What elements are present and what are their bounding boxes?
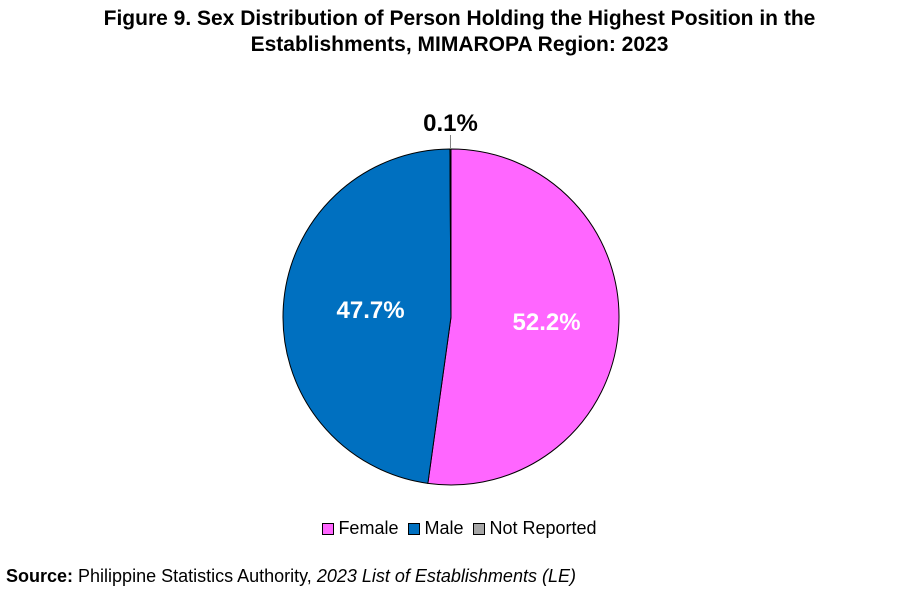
legend-swatch-not-reported <box>473 522 486 535</box>
legend-item-not-reported: Not Reported <box>473 518 597 539</box>
legend-item-female: Female <box>322 518 398 539</box>
legend: Female Male Not Reported <box>0 518 919 539</box>
legend-swatch-male <box>408 522 421 535</box>
pie-slice-female <box>427 148 620 486</box>
chart-title: Figure 9. Sex Distribution of Person Hol… <box>0 6 919 58</box>
data-label-not-reported: 0.1% <box>423 110 478 137</box>
legend-swatch-female <box>322 522 335 535</box>
source-label: Source: <box>6 566 74 586</box>
pie-slice-male <box>282 148 452 484</box>
source-text: Philippine Statistics Authority, <box>73 566 317 586</box>
source-title: 2023 List of Establishments (LE) <box>316 566 576 586</box>
chart-title-line-1: Figure 9. Sex Distribution of Person Hol… <box>103 7 816 30</box>
legend-label-male: Male <box>424 518 464 538</box>
legend-label-female: Female <box>338 518 399 538</box>
chart-title-line-2: Establishments, MIMAROPA Region: 2023 <box>250 33 669 56</box>
data-label-female: 52.2% <box>513 309 581 336</box>
source-note: Source: Philippine Statistics Authority,… <box>6 566 576 587</box>
legend-item-male: Male <box>408 518 463 539</box>
data-label-male: 47.7% <box>337 297 405 324</box>
legend-label-not-reported: Not Reported <box>489 518 597 538</box>
